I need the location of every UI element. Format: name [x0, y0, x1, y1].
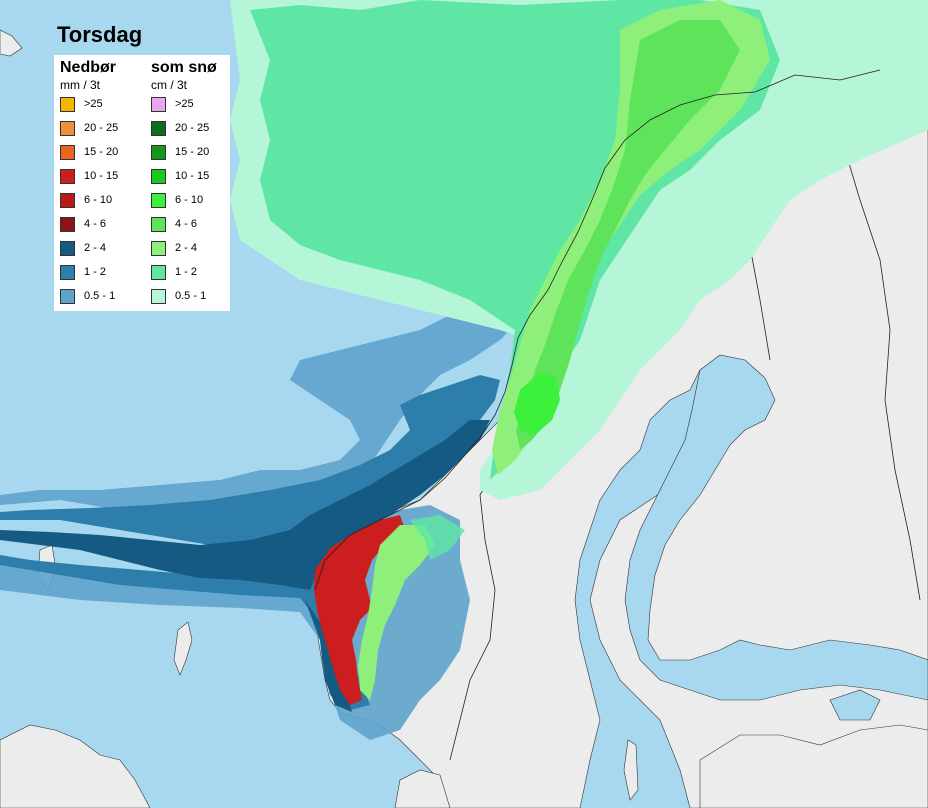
legend-snow-swatch: [151, 265, 166, 280]
legend-snow-label: 15 - 20: [175, 146, 210, 158]
legend-snow-label: 0.5 - 1: [175, 290, 207, 302]
rain-zone-2-4: [0, 420, 490, 590]
legend-snow-swatch: [151, 169, 166, 184]
legend-snow-label: 4 - 6: [175, 218, 198, 230]
legend-snow-unit: cm / 3t: [151, 78, 188, 92]
land-iceland-tip: [0, 29, 23, 57]
land-shetland: [173, 621, 193, 676]
land-baltics: [699, 724, 928, 808]
map-title: Torsdag: [57, 22, 143, 47]
legend-snow-label: 6 - 10: [175, 194, 204, 206]
snow-zone-4-6: [516, 20, 740, 450]
legend-panel: Nedbør mm / 3t som snø cm / 3t >25 20 - 2…: [54, 55, 230, 311]
legend-rain-label: 4 - 6: [84, 218, 107, 230]
rain-zone-1-2: [0, 375, 500, 560]
legend-rain-label: >25: [84, 98, 103, 110]
legend-rain-header: Nedbør: [60, 59, 116, 76]
legend-rain-label: 20 - 25: [84, 122, 119, 134]
rain-zone-10-15: [314, 515, 405, 705]
rain-zone-1-2-b: [0, 555, 370, 710]
legend-rain-label: 2 - 4: [84, 242, 107, 254]
land-denmark: [394, 769, 451, 808]
snow-zone-south: [358, 525, 435, 700]
legend-rain-swatch: [60, 217, 75, 232]
legend-rain-swatch: [60, 97, 75, 112]
legend-snow-label: 2 - 4: [175, 242, 198, 254]
snow-zone-6-10: [514, 372, 560, 435]
legend-snow-header: som snø: [151, 59, 217, 76]
legend-rain-swatch: [60, 289, 75, 304]
land-scotland: [0, 724, 151, 808]
legend-rain-label: 10 - 15: [84, 170, 119, 182]
legend-snow-label: 10 - 15: [175, 170, 210, 182]
legend-rain-swatch: [60, 121, 75, 136]
norway-coastline: [314, 69, 881, 591]
legend-rain-swatch: [60, 265, 75, 280]
legend-snow-label: 1 - 2: [175, 266, 198, 278]
border-finland-russia: [839, 79, 921, 601]
legend-rain-label: 0.5 - 1: [84, 290, 116, 302]
legend-snow-label: 20 - 25: [175, 122, 210, 134]
legend-snow-swatch: [151, 289, 166, 304]
legend-rain-swatch: [60, 241, 75, 256]
legend-rain-swatch: [60, 169, 75, 184]
legend-snow-swatch: [151, 241, 166, 256]
legend-snow-swatch: [151, 217, 166, 232]
snow-zone-south-light: [410, 515, 465, 560]
legend-rain-swatch: [60, 145, 75, 160]
legend-snow-swatch: [151, 97, 166, 112]
land-gotland: [623, 739, 639, 801]
sea-gulf-of-bothnia: [624, 354, 928, 701]
legend-rain-label: 15 - 20: [84, 146, 119, 158]
rain-zone-0-5-1: [0, 300, 520, 525]
legend-snow-swatch: [151, 121, 166, 136]
legend-snow-swatch: [151, 145, 166, 160]
legend-rain-swatch: [60, 193, 75, 208]
land-ladoga: [829, 689, 881, 721]
legend-snow-swatch: [151, 193, 166, 208]
snow-zone-2-4: [492, 0, 770, 475]
legend-snow-label: >25: [175, 98, 194, 110]
legend-rain-unit: mm / 3t: [60, 78, 101, 92]
legend-rain-label: 6 - 10: [84, 194, 113, 206]
legend-rain-label: 1 - 2: [84, 266, 107, 278]
